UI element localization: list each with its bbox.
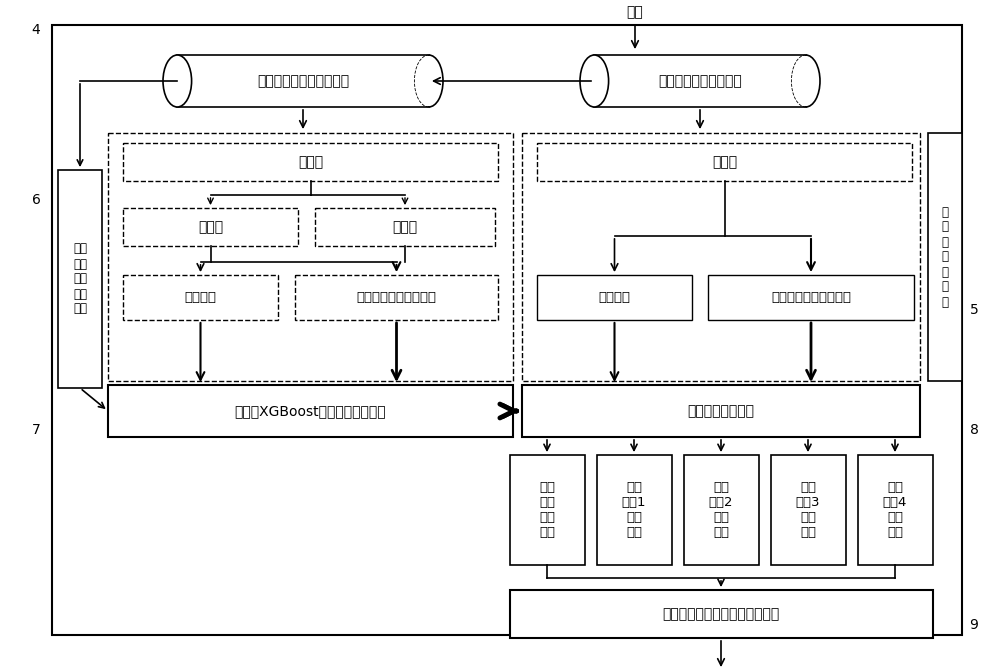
Text: 训练集: 训练集 <box>198 220 223 234</box>
Bar <box>315 208 495 246</box>
Text: 原始序列: 原始序列 <box>598 291 631 304</box>
Text: 新截取的雷达脉冲序列: 新截取的雷达脉冲序列 <box>658 74 742 88</box>
Text: 雷达个体识别模块: 雷达个体识别模块 <box>688 404 755 418</box>
Text: 不同
个体
权重
计算
模块: 不同 个体 权重 计算 模块 <box>73 243 87 315</box>
Bar <box>510 455 584 565</box>
Text: 小波
序列3
识别
结果: 小波 序列3 识别 结果 <box>796 481 820 539</box>
Text: 原始
序列
识别
结果: 原始 序列 识别 结果 <box>539 481 555 539</box>
Bar <box>58 170 102 388</box>
Bar <box>177 55 429 107</box>
Text: 归一化: 归一化 <box>298 155 323 169</box>
Bar <box>537 275 692 320</box>
Bar <box>427 56 443 106</box>
Text: 6: 6 <box>32 193 40 207</box>
Bar <box>770 455 846 565</box>
Text: 7: 7 <box>32 423 40 437</box>
Bar <box>537 143 912 181</box>
Bar <box>594 55 806 107</box>
Text: 数
据
预
处
理
模
块: 数 据 预 处 理 模 块 <box>942 206 948 308</box>
Text: 原始序列: 原始序列 <box>184 291 216 304</box>
Text: 小波
序列2
识别
结果: 小波 序列2 识别 结果 <box>709 481 733 539</box>
Bar <box>108 133 513 381</box>
Bar <box>522 133 920 381</box>
Bar <box>858 455 932 565</box>
Ellipse shape <box>163 55 192 107</box>
Bar <box>510 590 932 638</box>
Bar <box>522 385 920 437</box>
Bar <box>123 275 278 320</box>
Text: 归一化: 归一化 <box>712 155 737 169</box>
Text: 5: 5 <box>970 303 978 317</box>
Ellipse shape <box>580 55 609 107</box>
Text: 雷达个体识别最终结果计算模块: 雷达个体识别最终结果计算模块 <box>662 607 780 621</box>
Text: 小波
序列4
识别
结果: 小波 序列4 识别 结果 <box>883 481 907 539</box>
Text: 加权的XGBoost雷达个体建模模块: 加权的XGBoost雷达个体建模模块 <box>235 404 386 418</box>
Bar <box>295 275 498 320</box>
Text: 9: 9 <box>970 618 978 632</box>
Bar <box>928 133 962 381</box>
Text: 小波分解后的多个序列: 小波分解后的多个序列 <box>771 291 851 304</box>
Text: 4: 4 <box>32 23 40 37</box>
Text: 8: 8 <box>970 423 978 437</box>
Text: 小波分解后的多个序列: 小波分解后的多个序列 <box>356 291 436 304</box>
Text: 验证集: 验证集 <box>392 220 418 234</box>
Bar <box>804 56 820 106</box>
Text: 小波
序列1
识别
结果: 小波 序列1 识别 结果 <box>622 481 646 539</box>
Text: 雷达个体脉冲序列数据库: 雷达个体脉冲序列数据库 <box>257 74 349 88</box>
Bar <box>596 455 672 565</box>
Text: 输入: 输入 <box>627 5 643 19</box>
Bar <box>708 275 914 320</box>
Bar <box>123 208 298 246</box>
Bar <box>123 143 498 181</box>
Bar <box>108 385 513 437</box>
Bar <box>684 455 759 565</box>
